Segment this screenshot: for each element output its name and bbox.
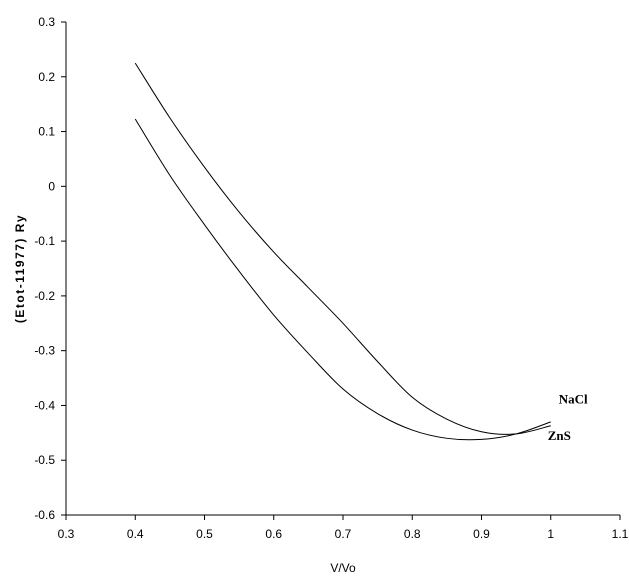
series-line-nacl: [134, 62, 551, 435]
x-axis-title: V/Vo: [330, 561, 356, 575]
y-tick-label: 0: [48, 179, 55, 193]
y-tick-label: -0.4: [34, 398, 55, 412]
x-tick-label: 0.8: [404, 527, 421, 541]
y-tick-label: 0.2: [38, 70, 55, 84]
x-tick-label: 1: [547, 527, 554, 541]
y-tick-label: -0.3: [34, 344, 55, 358]
x-ticks: 0.3 0.4 0.5 0.6 0.7 0.8 0.9 1 1.1: [58, 515, 629, 541]
y-tick-label: 0.1: [38, 125, 55, 139]
y-tick-label: -0.1: [34, 234, 55, 248]
series-labels: NaCl ZnS: [548, 392, 588, 443]
series-label-nacl: NaCl: [559, 392, 588, 407]
series-line-zns: [134, 118, 551, 441]
y-tick-label: -0.2: [34, 289, 55, 303]
x-tick-label: 0.9: [473, 527, 490, 541]
x-tick-label: 0.5: [196, 527, 213, 541]
y-tick-label: 0.3: [38, 15, 55, 29]
x-tick-label: 0.6: [265, 527, 282, 541]
x-tick-label: 0.7: [335, 527, 352, 541]
y-ticks: 0.3 0.2 0.1 0 -0.1 -0.2 -0.3 -0.4 -0.5 -0.6: [34, 15, 66, 522]
x-tick-label: 0.3: [58, 527, 75, 541]
series-label-zns: ZnS: [548, 428, 571, 443]
y-tick-label: -0.6: [34, 508, 55, 522]
series-lines: [134, 62, 551, 441]
x-tick-label: 0.4: [127, 527, 144, 541]
x-tick-label: 1.1: [612, 527, 629, 541]
y-tick-label: -0.5: [34, 453, 55, 467]
plot-area: 0.3 0.4 0.5 0.6 0.7 0.8 0.9 1 1.1 0.3 0.2 0.1 0 -0.1…: [34, 15, 628, 541]
y-axis-title: (Etot-11977) Ry: [13, 214, 27, 323]
